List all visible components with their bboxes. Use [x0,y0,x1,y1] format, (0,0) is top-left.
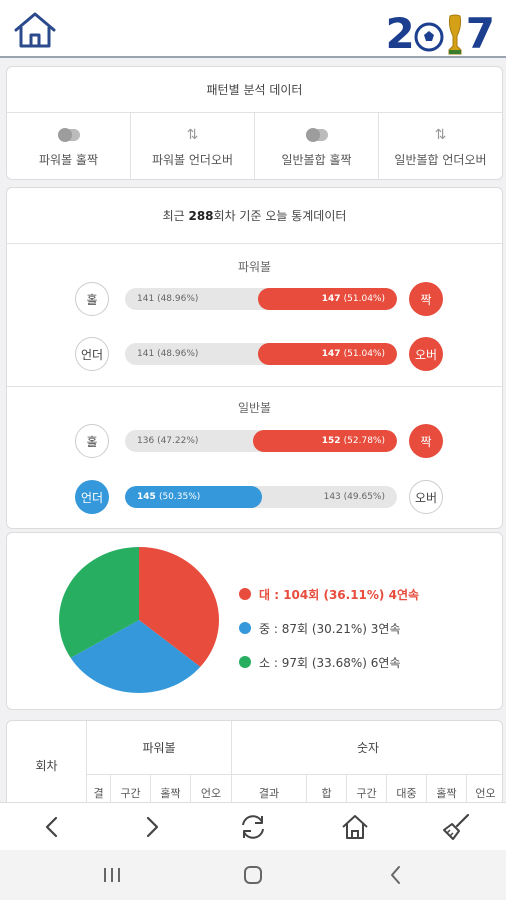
pattern-label: 파워볼 홀짝 [38,152,98,167]
divider [7,386,502,387]
pattern-label: 일반볼합 언더오버 [394,152,487,167]
ratio-bar-fill [125,486,262,508]
header-num-section: 구간 [347,775,387,810]
home-icon[interactable] [12,10,58,50]
section-label: 파워볼 [237,260,272,274]
stats-title: 최근 288회차 기준 오늘 통계데이터 [7,188,502,244]
recent-apps-icon[interactable] [97,862,127,888]
left-value: 136 (47.22%) [137,436,199,446]
size-pie-chart [58,547,219,693]
ratio-bar: 136 (47.22%) 152 (52.78%) [125,430,397,452]
pattern-powerball-under-over[interactable]: ⇅ 파워볼 언더오버 [131,113,255,179]
legend-text: 대 : 104회 (36.11%) 4연속 [259,587,420,602]
stats-title-suffix: 회차 기준 오늘 통계데이터 [213,209,347,223]
even-badge: 짝 [409,282,443,316]
size-distribution-card: 대 : 104회 (36.11%) 4연속 중 : 87회 (30.21%) 3… [6,532,503,710]
updown-arrows-icon: ⇅ [186,126,199,143]
logo-digit: 2 [385,9,415,58]
today-stats-card: 최근 288회차 기준 오늘 통계데이터 파워볼 홀 141 (48.96%) … [6,187,503,529]
system-navigation-bar [0,850,506,900]
ratio-bar-fill [253,430,397,452]
broom-icon[interactable] [438,811,474,843]
toggle-icon [57,127,80,142]
home-circle-icon[interactable] [238,862,268,888]
toggle-icon [305,127,328,142]
section-label: 일반볼 [237,401,272,415]
header-powerball: 파워볼 [87,721,232,775]
updown-arrows-icon: ⇅ [434,126,447,143]
header-num-size: 대중 [387,775,427,810]
under-badge: 언더 [75,480,109,514]
header-num-result: 결과 [232,775,307,810]
ratio-bar-fill [258,343,397,365]
header-pb-section: 구간 [111,775,151,810]
header-num-sum: 합 [307,775,347,810]
legend-text: 중 : 87회 (30.21%) 3연속 [259,621,401,636]
powerball-under-over-row: 언더 141 (48.96%) 147 (51.04%) 오버 [7,337,502,371]
home-icon[interactable] [337,811,373,843]
pattern-label: 파워볼 언더오버 [151,152,234,167]
logo-digit: 7 [465,9,495,58]
header-pb-under-over: 언오 [191,775,232,810]
left-value: 141 (48.96%) [137,349,199,359]
results-table: 회차 파워볼 숫자 결 구간 홀짝 언오 결과 합 구간 대중 홀짝 언오 [7,721,502,810]
header-num-odd-even: 홀짝 [427,775,467,810]
legend-small: 소 : 97회 (33.68%) 6연속 [239,645,419,679]
right-value: 147 (51.04%) [321,349,385,359]
over-badge: 오버 [409,337,443,371]
results-table-card: 회차 파워볼 숫자 결 구간 홀짝 언오 결과 합 구간 대중 홀짝 언오 [6,720,503,810]
system-back-icon[interactable] [381,862,411,888]
header-pb-result: 결 [87,775,111,810]
even-badge: 짝 [409,424,443,458]
under-badge: 언더 [75,337,109,371]
trophy-icon [448,14,462,55]
pattern-normal-under-over[interactable]: ⇅ 일반볼합 언더오버 [379,113,502,179]
bottom-navigation [0,802,506,850]
ratio-bar: 141 (48.96%) 147 (51.04%) [125,288,397,310]
ratio-bar: 145 (50.35%) 143 (49.65%) [125,486,397,508]
pie-slice-대 [139,547,219,667]
ratio-bar: 141 (48.96%) 147 (51.04%) [125,343,397,365]
odd-badge: 홀 [75,424,109,458]
pie-legend: 대 : 104회 (36.11%) 4연속 중 : 87회 (30.21%) 3… [239,577,419,679]
header-number: 숫자 [232,721,502,775]
pattern-normal-odd-even[interactable]: 일반볼합 홀짝 [255,113,379,179]
normal-odd-even-row: 홀 136 (47.22%) 152 (52.78%) 짝 [7,424,502,458]
legend-dot [239,622,251,634]
pattern-analysis-card: 패턴별 분석 데이터 파워볼 홀짝 ⇅ 파워볼 언더오버 일반볼합 홀짝 ⇅ 일… [6,66,503,180]
stats-title-prefix: 최근 [162,209,189,223]
stats-title-count: 288 [188,209,214,223]
forward-icon[interactable] [134,811,170,843]
world-cup-logo: 2 7 [385,9,495,58]
legend-medium: 중 : 87회 (30.21%) 3연속 [239,611,419,645]
left-value: 145 (50.35%) [137,492,201,502]
powerball-odd-even-row: 홀 141 (48.96%) 147 (51.04%) 짝 [7,282,502,316]
legend-large: 대 : 104회 (36.11%) 4연속 [239,577,419,611]
app-header: 2 7 [0,0,506,58]
legend-text: 소 : 97회 (33.68%) 6연속 [259,655,401,670]
refresh-icon[interactable] [235,811,271,843]
ratio-bar-fill [258,288,397,310]
right-value: 143 (49.65%) [323,492,385,502]
legend-dot [239,588,251,600]
legend-dot [239,656,251,668]
back-icon[interactable] [34,811,70,843]
header-pb-odd-even: 홀짝 [151,775,191,810]
over-badge: 오버 [409,480,443,514]
pattern-label: 일반볼합 홀짝 [281,152,352,167]
left-value: 141 (48.96%) [137,294,199,304]
header-num-under-over: 언오 [467,775,502,810]
header-round: 회차 [7,721,87,810]
pattern-powerball-odd-even[interactable]: 파워볼 홀짝 [7,113,131,179]
normal-under-over-row: 언더 145 (50.35%) 143 (49.65%) 오버 [7,480,502,514]
pattern-title: 패턴별 분석 데이터 [7,67,502,113]
soccer-ball-icon [414,22,444,52]
pie-slice-소 [58,547,139,658]
pie-slice-중 [70,620,201,693]
odd-badge: 홀 [75,282,109,316]
right-value: 152 (52.78%) [321,436,385,446]
right-value: 147 (51.04%) [321,294,385,304]
